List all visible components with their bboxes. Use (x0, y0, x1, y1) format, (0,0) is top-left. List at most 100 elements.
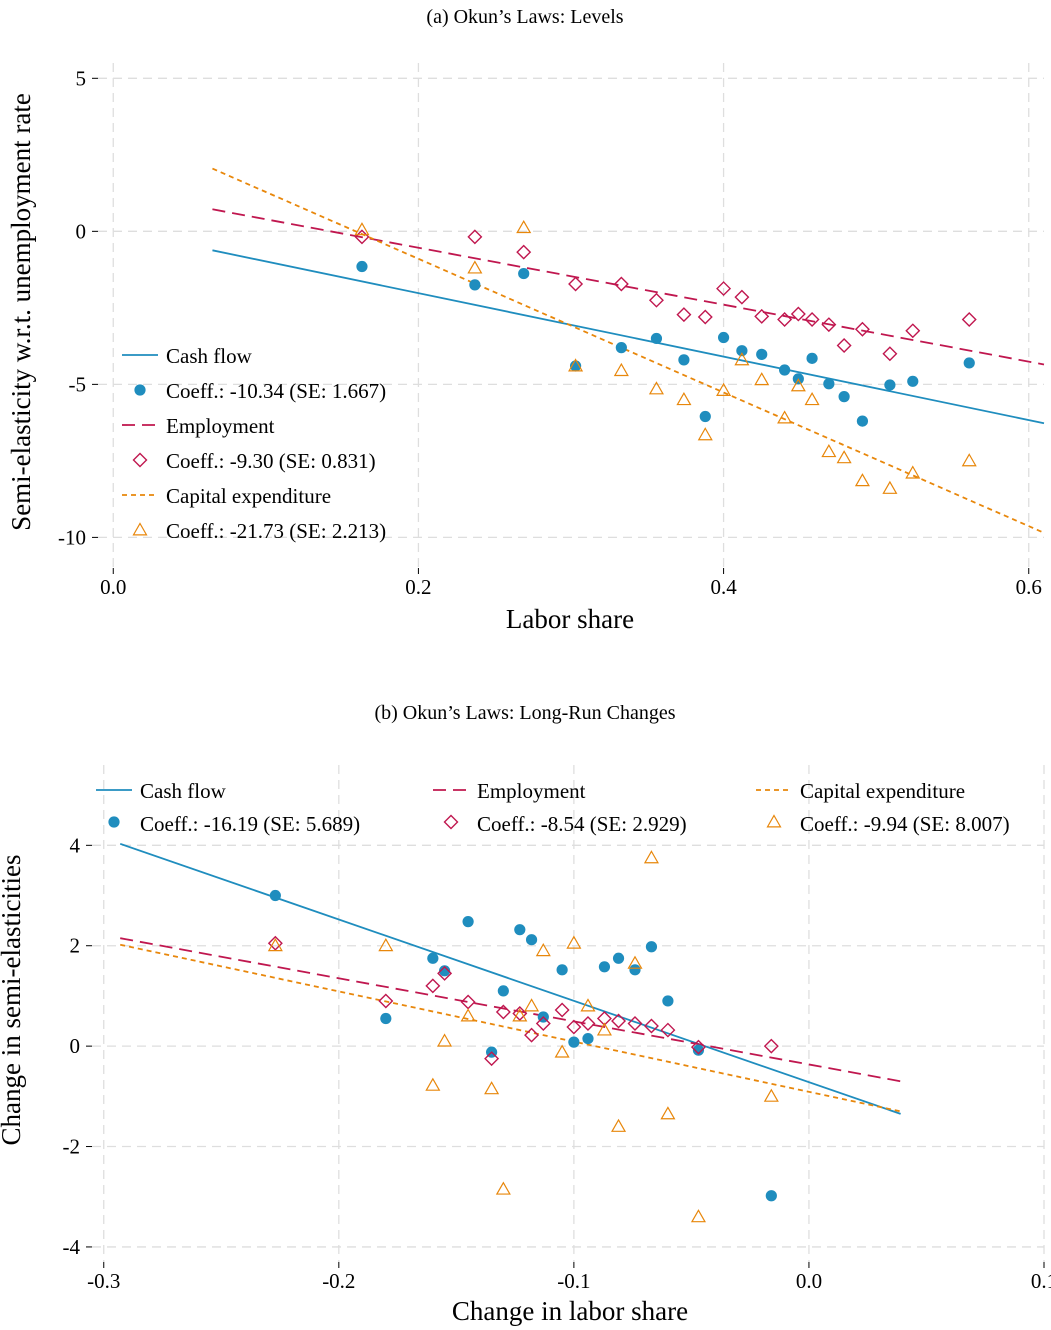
panel-a-x-tick-label: 0.2 (405, 575, 431, 599)
panel-a-point-capex (716, 382, 732, 396)
panel-a-point-emp (777, 311, 793, 327)
panel-a-point-cash (884, 379, 896, 391)
panel-b-point-capex (660, 1106, 676, 1120)
panel-b-points-capex (267, 850, 779, 1223)
panel-b-points-emp (267, 935, 779, 1067)
panel-b-point-capex (596, 1022, 612, 1036)
panel-a-legend-label-cash: Cash flow (166, 344, 253, 368)
panel-b-point-cash (568, 1036, 580, 1048)
panel-a-point-cash (838, 391, 850, 403)
panel-a-point-emp (961, 311, 977, 327)
panel-b-point-capex (763, 1088, 779, 1102)
panel-a-x-tick-label: 0.4 (710, 575, 737, 599)
panel-a-point-cash (615, 342, 627, 354)
panel-b-point-emp (437, 965, 453, 981)
panel-b-point-capex (267, 938, 283, 952)
panel-b-point-cash (427, 952, 439, 964)
panel-a-legend-marker-emp (132, 452, 148, 468)
panel-b-point-emp (643, 1018, 659, 1034)
panel-b-point-cash (556, 964, 568, 976)
panel-b-x-tick-label: -0.3 (87, 1269, 120, 1293)
panel-a-point-emp (676, 307, 692, 323)
panel-a-point-emp (854, 321, 870, 337)
panel-b-point-capex (643, 850, 659, 864)
panel-b-legend-marker-capex (766, 814, 782, 828)
panel-a-point-emp (613, 276, 629, 292)
panel-b-point-capex (535, 943, 551, 957)
panel-a-ticks: 0.0 0.2 0.4 0.6 5 0 -5 -10 (58, 66, 1042, 599)
panel-b-point-emp (267, 935, 283, 951)
panel-b-point-cash (269, 889, 281, 902)
panel-b-point-emp (690, 1039, 706, 1055)
panel-b-plot: -0.3 -0.2 -0.1 0.0 0.1 4 2 0 -2 -4 Cash flow Coeff.… (63, 765, 1051, 1293)
panel-a-point-emp (516, 244, 532, 260)
panel-a-point-emp (734, 289, 750, 305)
panel-a-point-cash (356, 260, 368, 273)
panel-b-ticks: -0.3 -0.2 -0.1 0.0 0.1 4 2 0 -2 -4 (63, 833, 1051, 1293)
panel-a-point-capex (905, 465, 921, 479)
panel-b-y-axis-label: Change in semi-elasticities (0, 855, 26, 1146)
panel-a-point-emp (836, 338, 852, 353)
panel-b-point-emp (580, 1016, 596, 1032)
panel-b-point-cash (692, 1044, 705, 1056)
panel-b-legend-coef-emp: Coeff.: -8.54 (SE: 2.929) (477, 812, 687, 836)
panel-b-y-tick-label: 4 (70, 833, 81, 857)
panel-a-points-capex (354, 219, 977, 494)
panel-b-y-tick-label: -4 (63, 1235, 81, 1259)
panel-b-legend-label-emp: Employment (477, 779, 586, 803)
panel-a-point-emp (790, 306, 806, 322)
panel-b-fit-line-emp (120, 937, 901, 1083)
panel-b-x-tick-label: -0.1 (557, 1269, 590, 1293)
panel-a-point-cash (856, 415, 869, 427)
panel-a-point-capex (777, 410, 793, 424)
panel-a-x-axis-label: Labor share (506, 604, 634, 634)
panel-a-point-cash (650, 332, 663, 345)
panel-b-point-emp (566, 1019, 582, 1035)
panel-a-point-cash (518, 267, 530, 280)
panel-a-point-capex (516, 219, 532, 234)
panel-a-point-capex (804, 391, 820, 406)
panel-a-point-emp (821, 317, 837, 333)
panel-b-points-cash (269, 889, 777, 1202)
panel-a-point-capex (821, 443, 837, 458)
panel-b-point-emp (554, 1002, 570, 1018)
panel-b-point-emp (611, 1013, 627, 1029)
panel-a-x-tick-label: 0.0 (100, 575, 126, 599)
panel-a-point-capex (854, 473, 870, 487)
panel-b-point-capex (437, 1033, 453, 1047)
panel-a-point-emp (905, 323, 921, 339)
panel-b-point-emp (627, 1016, 643, 1032)
panel-a-legend: Cash flow Coeff.: -10.34 (SE: 1.667) Emplo… (122, 344, 386, 543)
panel-b-legend-coef-cash: Coeff.: -16.19 (SE: 5.689) (140, 812, 360, 836)
panel-b-point-emp (763, 1038, 779, 1054)
panel-a-fit-line-emp (212, 208, 1045, 366)
panel-a-legend-coef-cash: Coeff.: -10.34 (SE: 1.667) (166, 379, 386, 403)
panel-b-point-capex (425, 1077, 441, 1091)
panel-b-point-capex (580, 998, 596, 1012)
panel-a-point-capex (882, 480, 898, 494)
panel-a-point-capex (754, 372, 770, 386)
panel-b-point-cash (645, 941, 658, 953)
panel-b-point-cash (662, 995, 674, 1007)
panel-a-point-capex (961, 453, 977, 467)
panel-a-point-capex (613, 362, 629, 377)
panel-b-point-capex (627, 955, 643, 969)
panel-b-point-cash (629, 964, 641, 976)
panel-a-legend-coef-capex: Coeff.: -21.73 (SE: 2.213) (166, 519, 386, 543)
panel-b-point-emp (484, 1051, 500, 1067)
panel-b-point-capex (378, 938, 394, 952)
panel-a-y-tick-label: -5 (69, 372, 87, 396)
panel-a-point-emp (697, 309, 713, 325)
panel-b-point-capex (554, 1044, 570, 1058)
panel-b-legend: Cash flow Coeff.: -16.19 (SE: 5.689) Emplo… (96, 779, 1010, 836)
panel-a-point-cash (678, 354, 690, 366)
panel-a-fit-line-capex (212, 167, 1045, 534)
panel-b-x-tick-label: -0.2 (322, 1269, 355, 1293)
panel-a-point-emp (467, 229, 483, 245)
panel-a-point-cash (699, 410, 711, 423)
panel-b-point-capex (460, 1008, 476, 1022)
panel-b-point-capex (484, 1081, 500, 1095)
panel-b-legend-label-cash: Cash flow (140, 779, 227, 803)
panel-a-point-capex (836, 450, 852, 464)
panel-a-legend-label-emp: Employment (166, 414, 275, 438)
